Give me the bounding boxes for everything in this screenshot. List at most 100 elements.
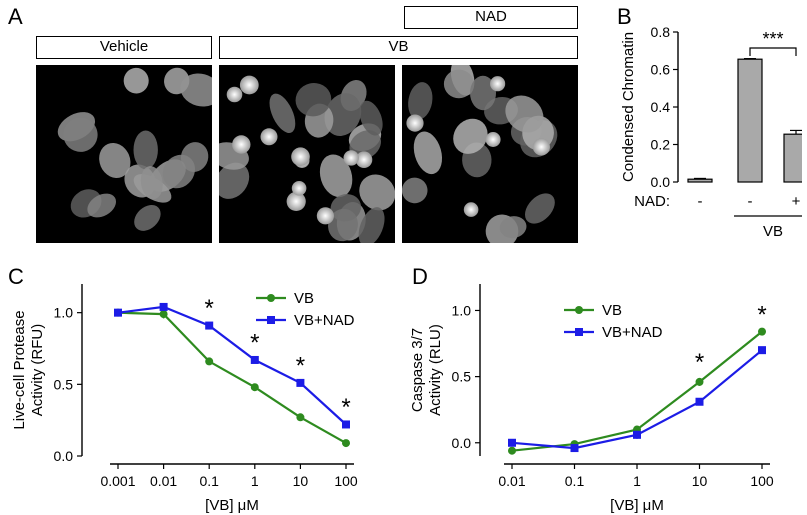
- data-point: [296, 378, 305, 387]
- x-tick-label: 0.1: [565, 473, 585, 489]
- nucleus: [408, 82, 433, 120]
- legend-label: VB+NAD: [294, 312, 355, 329]
- nucleus: [453, 118, 488, 154]
- y-axis-label-line1: Live-cell Protease: [11, 310, 28, 429]
- data-point: [296, 413, 305, 422]
- panel-letter-b: B: [617, 4, 632, 29]
- x-axis-label: [VB] μM: [205, 497, 259, 514]
- x-tick-label: 100: [750, 473, 774, 489]
- x-axis-label: [VB] μM: [610, 497, 664, 514]
- nucleus: [219, 162, 250, 199]
- nucleus: [402, 177, 428, 204]
- panel-letter-a: A: [8, 4, 23, 29]
- micrograph-vehicle-canvas: [57, 67, 212, 231]
- data-point: [508, 438, 516, 447]
- nucleus: [359, 174, 395, 211]
- nucleus: [524, 193, 555, 224]
- nucleus: [133, 130, 158, 170]
- nucleus: [99, 142, 131, 179]
- bar-chart-condensed-chromatin: 0.0 0.2 0.4 0.6 0.8 Condensed Chromatin - - + NAD…: [620, 24, 802, 240]
- nucleus: [499, 216, 527, 239]
- y-axis-label: Condensed Chromatin: [620, 32, 637, 182]
- condensed-nucleus: [343, 150, 359, 166]
- x-tick-label: 0.01: [498, 473, 525, 489]
- condensed-nucleus: [463, 202, 479, 217]
- legend-marker: [575, 328, 583, 336]
- significance-star: *: [205, 295, 214, 322]
- micrograph-vb-canvas: [219, 75, 395, 243]
- y-tick-label: 0.5: [54, 376, 74, 392]
- micrograph-vb: [219, 65, 395, 243]
- nucleus: [319, 154, 353, 198]
- data-point: [758, 346, 766, 355]
- category-label: +: [792, 193, 801, 210]
- condensed-nucleus: [232, 135, 251, 154]
- data-point: [114, 308, 122, 317]
- nucleus: [349, 130, 381, 160]
- x-tick-label: 1: [251, 473, 259, 489]
- data-point: [159, 310, 168, 319]
- category-label: -: [698, 193, 703, 210]
- nucleus: [123, 67, 149, 94]
- y-tick-label: 0.5: [452, 369, 472, 385]
- nucleus: [162, 154, 196, 189]
- y-tick-label: 1.0: [54, 305, 74, 321]
- condensed-nucleus: [532, 138, 550, 156]
- condensed-nucleus: [226, 86, 243, 103]
- legend-marker: [267, 316, 275, 324]
- x-tick-label: 0.001: [100, 473, 135, 489]
- x-tick-label: 0.1: [199, 473, 219, 489]
- significance-star: *: [695, 349, 704, 376]
- condensed-nucleus: [490, 76, 506, 92]
- condensed-nucleus: [355, 151, 373, 168]
- condensed-nucleus: [291, 147, 310, 166]
- data-point: [508, 446, 516, 455]
- category-label: -: [748, 193, 753, 210]
- group-label: VB: [763, 223, 783, 240]
- y-tick-label: 0.6: [651, 62, 671, 78]
- condensed-nucleus: [316, 207, 334, 225]
- condensed-nucleus: [260, 128, 278, 146]
- y-tick-label: 0.2: [651, 137, 671, 153]
- y-tick-label: 0.0: [651, 174, 671, 190]
- line-chart-caspase-activity: 0.0 0.5 1.0 0.01 0.1 1 10 100 [VB] μM Caspase 3/7…: [409, 284, 774, 514]
- legend-label: VB: [294, 290, 314, 307]
- condensed-nucleus: [485, 132, 501, 147]
- series-line-vb-nad: [117, 305, 347, 426]
- nucleus: [324, 93, 362, 136]
- nucleus: [295, 83, 332, 117]
- micrograph-vehicle: [36, 65, 212, 243]
- data-point: [695, 377, 704, 386]
- condensed-nucleus: [239, 75, 259, 95]
- data-point: [250, 355, 259, 364]
- data-point: [205, 321, 214, 330]
- nucleus: [328, 208, 358, 242]
- y-tick-label: 1.0: [452, 302, 472, 318]
- significance-star: *: [296, 352, 305, 379]
- nucleus: [180, 73, 212, 107]
- data-point: [695, 397, 704, 406]
- micrograph-vb-nad: [402, 65, 578, 243]
- data-point: [205, 357, 214, 366]
- nucleus: [469, 75, 497, 111]
- nucleus: [413, 131, 443, 175]
- bar: [687, 178, 713, 183]
- significance-star: *: [757, 301, 766, 328]
- bar: [783, 133, 802, 183]
- x-tick-label: 10: [293, 473, 309, 489]
- legend-label: VB: [602, 302, 622, 319]
- significance-bracket: [749, 47, 797, 56]
- significance-label: ***: [762, 29, 783, 49]
- data-point: [342, 420, 350, 429]
- nucleus: [140, 166, 163, 200]
- nucleus: [443, 69, 474, 99]
- vb-header-box: VB: [219, 36, 578, 59]
- x-tick-label: 10: [692, 473, 708, 489]
- x-tick-label: 100: [334, 473, 358, 489]
- nucleus: [359, 100, 383, 136]
- y-axis-label-line2: Activity (RLU): [427, 324, 444, 416]
- data-point: [342, 439, 350, 448]
- nucleus: [505, 95, 544, 133]
- data-point: [570, 444, 579, 453]
- significance-star: *: [250, 330, 259, 357]
